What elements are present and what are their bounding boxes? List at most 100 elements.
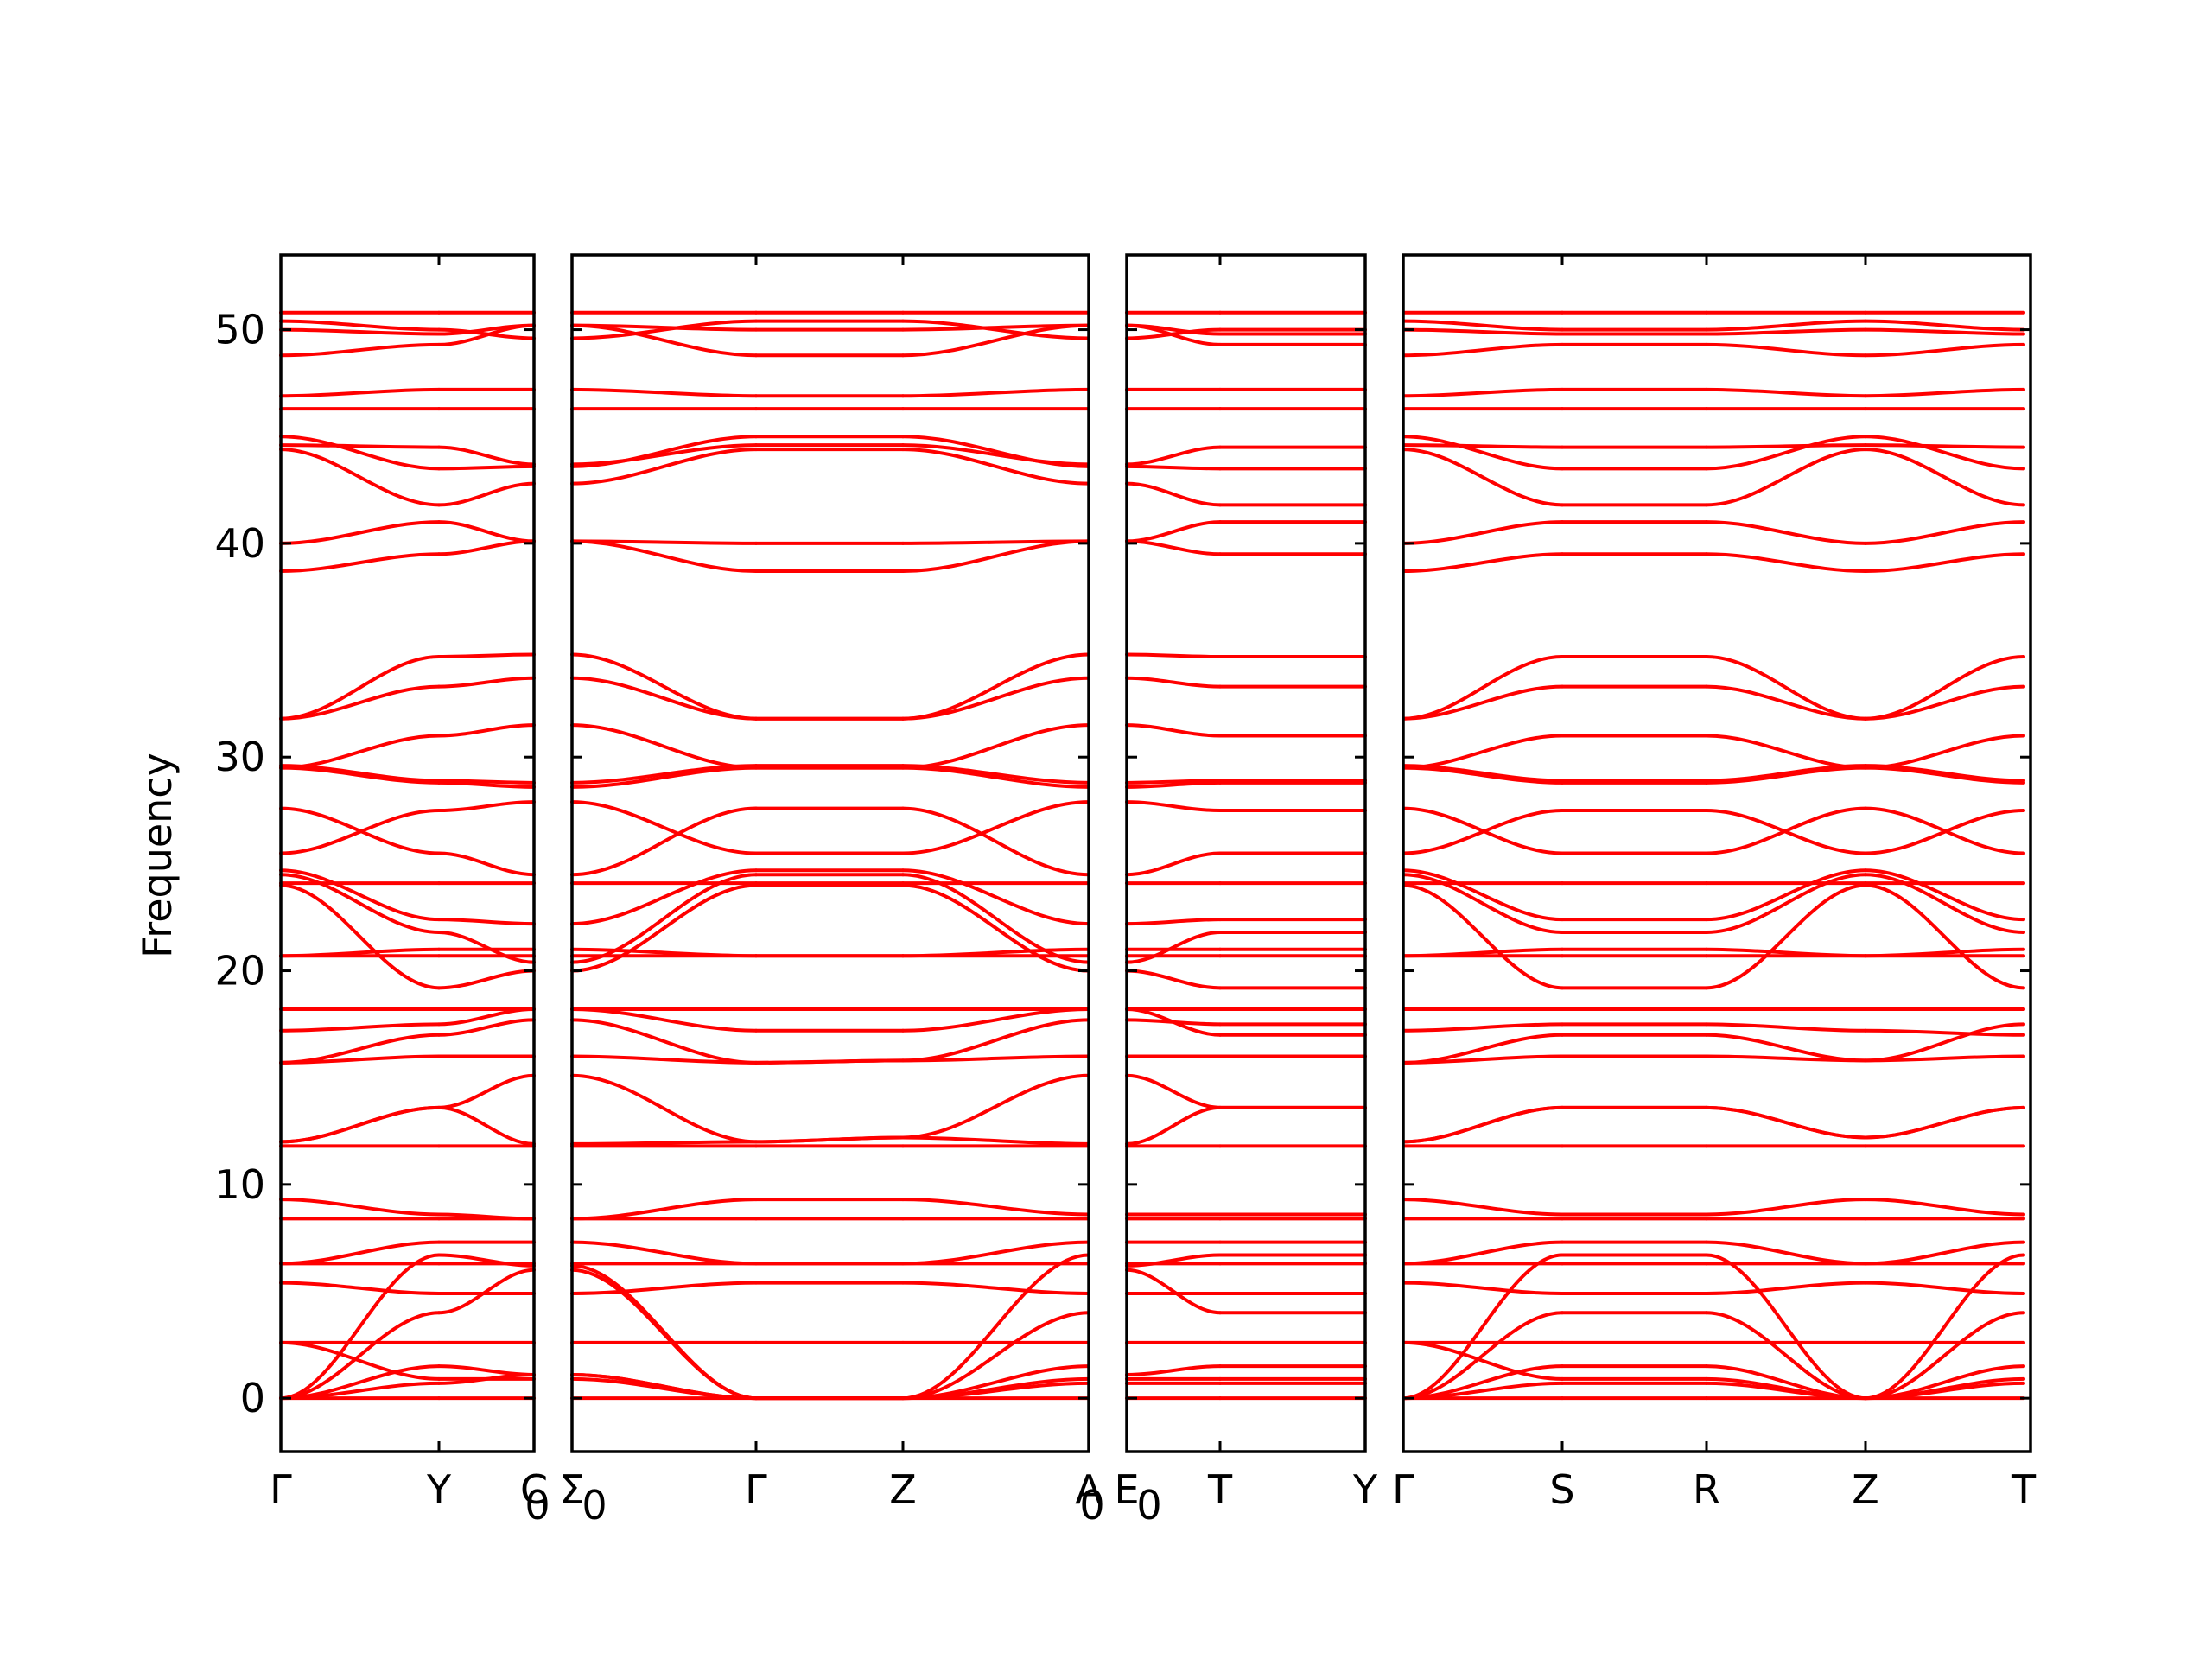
band-line-R-Z-12 (1705, 1198, 1867, 1217)
band-line-Γ-Y-22 (279, 883, 441, 990)
band-line-Γ-Y-4 (279, 1311, 441, 1401)
x-tick-label: T (1207, 1466, 1233, 1513)
band-line-Γ-Z-15 (754, 1135, 905, 1144)
band-line-E-T-15 (1125, 1105, 1222, 1146)
x-tick-label: Γ (1392, 1466, 1414, 1513)
panel-3: E T Y 0 (1114, 253, 1378, 1529)
band-line-R-Z-35 (1705, 448, 1867, 507)
panel-frame (1125, 253, 1367, 1453)
band-line-Z-A-35 (901, 448, 1090, 486)
band-line-Z-A-15 (901, 1135, 1090, 1146)
band-line-R-Z-39 (1705, 387, 1867, 398)
x-tick-label: C (520, 1466, 548, 1513)
band-line-R-Z-21 (1705, 947, 1867, 958)
band-line-Γ-S-37 (1402, 435, 1564, 471)
band-line-Γ-S-30 (1402, 764, 1564, 783)
band-line-Γ-S-34 (1402, 520, 1564, 545)
band-line-R-Z-27 (1705, 806, 1867, 855)
band-line-Y-C-4 (437, 1268, 536, 1315)
band-line-E-T-30 (1125, 779, 1222, 785)
band-line-R-Z-34 (1705, 520, 1867, 545)
band-line-R-Z-37 (1705, 435, 1867, 471)
band-line-Γ-S-39 (1402, 387, 1564, 398)
y-axis-label: Frequency (134, 753, 181, 958)
band-line-Z-T-21 (1864, 947, 2025, 958)
band-line-Y-C-3 (437, 1364, 536, 1376)
band-line-Z-A-37 (901, 435, 1090, 468)
band-line-Σ-Γ-35 (570, 448, 758, 486)
band-line-Γ-S-41 (1402, 327, 1564, 336)
band-line-Z-A-8 (901, 1281, 1090, 1295)
band-line-Y-C-30 (437, 779, 536, 785)
band-line-R-Z-4 (1705, 1311, 1867, 1401)
band-line-Γ-S-5 (1402, 1253, 1564, 1401)
band-line-Γ-S-36 (1402, 443, 1564, 449)
band-line-Y-C-12 (437, 1212, 536, 1221)
band-line-Γ-Y-32 (279, 654, 441, 721)
band-line-Σ-Γ-24 (570, 873, 758, 964)
band-line-Z-A-30 (901, 764, 1090, 785)
band-line-Γ-S-8 (1402, 1281, 1564, 1295)
band-line-Γ-S-4 (1402, 1311, 1564, 1401)
band-line-Z-T-42 (1864, 319, 2025, 332)
band-line-Y-C-25 (437, 918, 536, 926)
band-line-Z-A-34 (901, 539, 1090, 545)
band-line-Γ-Z-17 (754, 1058, 905, 1065)
band-line-Z-T-27 (1864, 806, 2025, 855)
band-line-Z-A-24 (901, 873, 1090, 964)
band-line-Γ-Y-27 (279, 806, 441, 855)
band-line-Γ-S-40 (1402, 342, 1564, 358)
x-tick-label: Z (1852, 1466, 1879, 1513)
band-line-Γ-Y-34 (279, 520, 441, 545)
band-line-E-T-28 (1125, 780, 1222, 789)
band-line-Z-T-25 (1864, 868, 2025, 922)
x-edge-subscript-label: 0 (1079, 1482, 1104, 1529)
band-line-Y-C-15 (437, 1105, 536, 1146)
band-line-Σ-Γ-12 (570, 1198, 758, 1221)
band-line-Γ-S-32 (1402, 654, 1564, 721)
band-line-Z-T-30 (1864, 764, 2025, 783)
x-tick-label: R (1693, 1466, 1720, 1513)
x-tick-label: T (2011, 1466, 2037, 1513)
band-line-Σ-Γ-32 (570, 652, 758, 721)
band-line-Z-T-41 (1864, 327, 2025, 336)
band-line-E-T-29 (1125, 723, 1222, 738)
band-line-Z-T-24 (1864, 873, 2025, 935)
band-line-Σ-Γ-41 (570, 323, 758, 332)
x-tick-label: Σ (559, 1466, 584, 1513)
band-line-Σ-Γ-21 (570, 947, 758, 958)
band-line-Σ-Γ-39 (570, 387, 758, 398)
band-line-Z-T-34 (1864, 520, 2025, 545)
band-line-R-Z-28 (1705, 766, 1867, 785)
band-line-Y-C-34 (437, 520, 536, 543)
band-line-E-T-41 (1125, 323, 1222, 336)
band-line-Z-T-17 (1864, 1022, 2025, 1063)
band-line-Σ-Γ-37 (570, 435, 758, 468)
band-line-Γ-Y-28 (279, 766, 441, 785)
band-line-Y-C-28 (437, 780, 536, 789)
x-edge-subscript-label: 0 (524, 1482, 550, 1529)
band-line-Z-A-28 (901, 766, 1090, 789)
band-line-Z-A-22 (901, 883, 1090, 973)
band-line-Γ-Y-21 (279, 947, 441, 958)
band-line-R-Z-8 (1705, 1281, 1867, 1295)
band-line-Y-C-22 (437, 969, 536, 990)
band-line-Σ-Γ-28 (570, 766, 758, 789)
y-tick-label: 40 (214, 520, 265, 567)
x-tick-label: Z (889, 1466, 917, 1513)
band-line-E-T-25 (1125, 918, 1222, 926)
band-line-Σ-Γ-6 (570, 1376, 758, 1401)
band-line-R-Z-42 (1705, 319, 1867, 332)
band-line-Z-A-42 (901, 319, 1090, 340)
band-line-Z-A-6 (901, 1376, 1090, 1401)
x-tick-label: A (1075, 1466, 1103, 1513)
band-line-Γ-Y-33 (279, 552, 441, 574)
x-edge-subscript-label: 0 (582, 1482, 607, 1529)
band-line-Z-T-36 (1864, 443, 2025, 449)
band-line-Z-T-8 (1864, 1281, 2025, 1295)
band-line-E-T-5 (1125, 1253, 1222, 1268)
band-line-E-T-14 (1125, 1073, 1222, 1109)
band-line-Γ-Y-25 (279, 868, 441, 922)
